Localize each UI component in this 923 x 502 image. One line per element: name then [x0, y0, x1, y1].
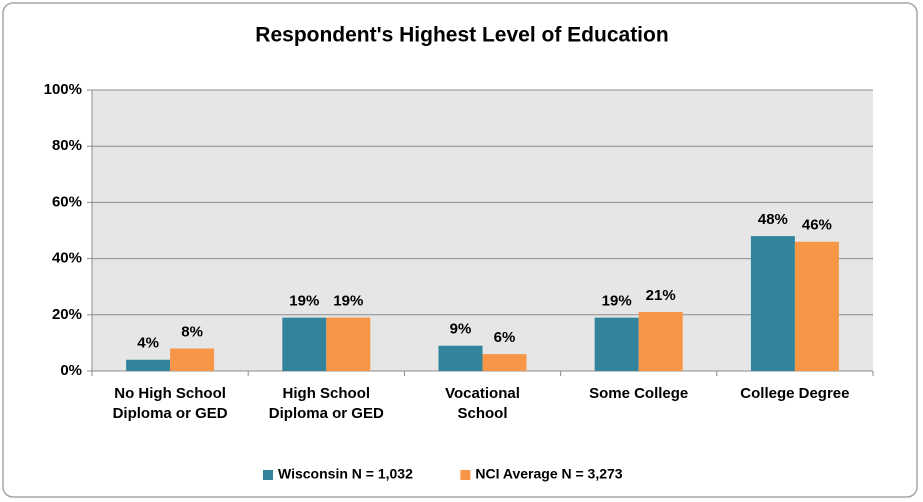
data-label: 19% [333, 293, 363, 310]
data-label: 9% [450, 321, 472, 338]
x-tick-label: Some College [589, 385, 689, 402]
bar [170, 348, 215, 371]
plot-area [92, 90, 873, 371]
bar [282, 317, 327, 371]
x-tick-label: High School Diploma or GED [268, 385, 384, 422]
y-tick-label: 80% [52, 137, 82, 154]
bar [794, 241, 839, 371]
y-tick-label: 100% [44, 81, 82, 98]
legend-swatch [460, 470, 471, 480]
data-label: 48% [758, 211, 788, 228]
legend-label: Wisconsin N = 1,032 [278, 466, 413, 482]
legend-label: NCI Average N = 3,273 [475, 466, 622, 482]
x-tick-label: No High School Diploma or GED [112, 385, 228, 422]
data-label: 46% [802, 217, 832, 234]
data-label: 4% [137, 335, 159, 352]
legend-swatch [263, 470, 273, 480]
y-tick-label: 20% [52, 306, 82, 323]
x-tick-label: College Degree [740, 385, 850, 402]
y-tick-label: 0% [60, 362, 82, 379]
bar [438, 345, 483, 371]
bar [482, 354, 527, 371]
y-tick-label: 60% [52, 193, 82, 210]
bar [638, 311, 683, 371]
bar [126, 359, 171, 371]
data-label: 19% [602, 293, 632, 310]
y-tick-label: 40% [52, 250, 82, 267]
bar [326, 317, 371, 371]
data-label: 19% [289, 293, 319, 310]
data-label: 8% [181, 323, 203, 340]
x-tick-label: Vocational School [445, 385, 520, 422]
chart-title: Respondent's Highest Level of Education [255, 24, 668, 47]
data-label: 6% [494, 329, 516, 346]
bar [750, 236, 795, 371]
data-label: 21% [646, 287, 676, 304]
bar [594, 317, 639, 371]
